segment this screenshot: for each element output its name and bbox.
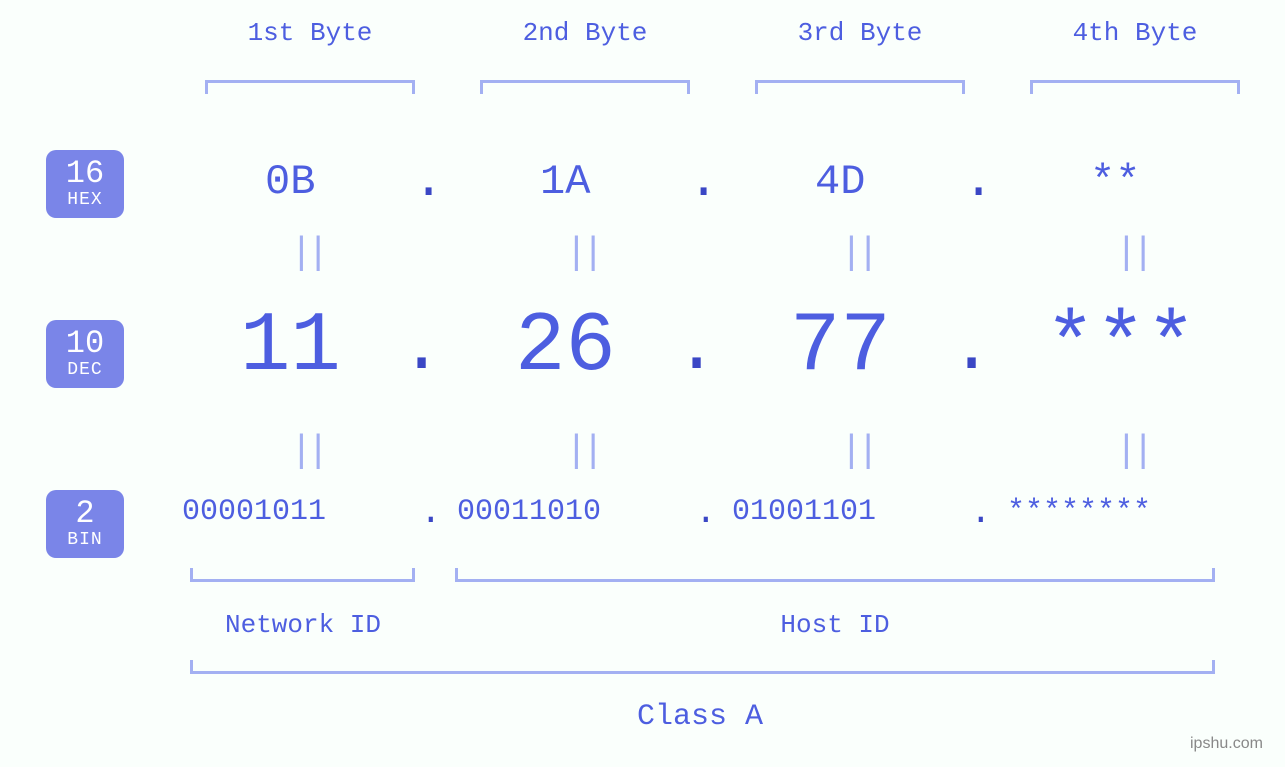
badge-bin: 2 BIN	[46, 490, 124, 558]
eq-2-3: ||	[840, 430, 874, 473]
bin-dot-3: .	[970, 492, 992, 533]
bin-byte-4: ********	[1007, 495, 1151, 529]
eq-2-1: ||	[290, 430, 324, 473]
dec-byte-4: ***	[1045, 300, 1196, 395]
eq-1-3: ||	[840, 232, 874, 275]
hex-byte-2: 1A	[540, 158, 590, 206]
hex-byte-3: 4D	[815, 158, 865, 206]
label-class: Class A	[600, 700, 800, 734]
bin-byte-1: 00001011	[182, 495, 326, 529]
label-host-id: Host ID	[740, 610, 930, 640]
badge-dec-num: 10	[46, 328, 124, 360]
eq-1-4: ||	[1115, 232, 1149, 275]
byte-header-4: 4th Byte	[1005, 18, 1265, 48]
hex-byte-1: 0B	[265, 158, 315, 206]
hex-dot-3: .	[963, 152, 994, 211]
eq-2-2: ||	[565, 430, 599, 473]
dec-dot-1: .	[400, 308, 443, 390]
badge-dec: 10 DEC	[46, 320, 124, 388]
hex-byte-4: **	[1090, 158, 1140, 206]
badge-bin-label: BIN	[46, 530, 124, 552]
badge-bin-num: 2	[46, 498, 124, 530]
bin-dot-2: .	[695, 492, 717, 533]
bracket-network-id	[190, 568, 415, 582]
badge-hex: 16 HEX	[46, 150, 124, 218]
badge-hex-label: HEX	[46, 190, 124, 212]
byte-header-3: 3rd Byte	[730, 18, 990, 48]
dec-dot-3: .	[950, 308, 993, 390]
badge-hex-num: 16	[46, 158, 124, 190]
bracket-top-3	[755, 80, 965, 94]
byte-header-2: 2nd Byte	[455, 18, 715, 48]
dec-byte-1: 11	[240, 300, 341, 395]
bracket-top-4	[1030, 80, 1240, 94]
ip-diagram: 1st Byte 2nd Byte 3rd Byte 4th Byte 16 H…	[0, 0, 1285, 767]
hex-dot-2: .	[688, 152, 719, 211]
dec-byte-2: 26	[515, 300, 616, 395]
bracket-host-id	[455, 568, 1215, 582]
bin-byte-2: 00011010	[457, 495, 601, 529]
hex-dot-1: .	[413, 152, 444, 211]
bin-byte-3: 01001101	[732, 495, 876, 529]
bin-dot-1: .	[420, 492, 442, 533]
label-network-id: Network ID	[218, 610, 388, 640]
watermark: ipshu.com	[1190, 735, 1263, 753]
eq-1-1: ||	[290, 232, 324, 275]
dec-dot-2: .	[675, 308, 718, 390]
byte-header-1: 1st Byte	[180, 18, 440, 48]
bracket-class	[190, 660, 1215, 674]
badge-dec-label: DEC	[46, 360, 124, 382]
eq-1-2: ||	[565, 232, 599, 275]
bracket-top-2	[480, 80, 690, 94]
dec-byte-3: 77	[790, 300, 891, 395]
bracket-top-1	[205, 80, 415, 94]
eq-2-4: ||	[1115, 430, 1149, 473]
